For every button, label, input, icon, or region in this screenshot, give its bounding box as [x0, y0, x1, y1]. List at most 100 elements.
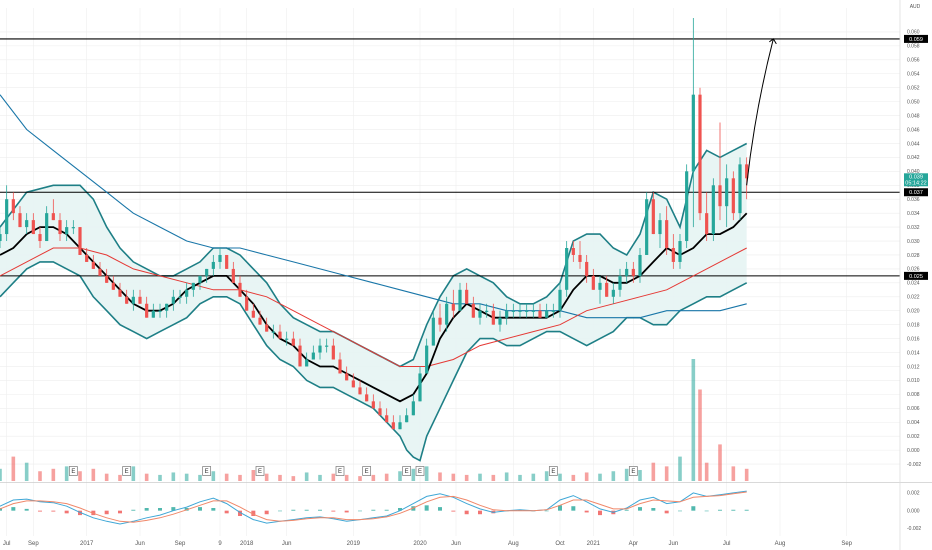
candle-body[interactable]	[118, 289, 122, 297]
candle-body[interactable]	[145, 303, 149, 318]
candle-body[interactable]	[271, 331, 275, 333]
candle-body[interactable]	[465, 289, 469, 304]
candle-body[interactable]	[511, 310, 515, 312]
candle-body[interactable]	[405, 415, 409, 423]
candle-body[interactable]	[111, 282, 115, 290]
candle-body[interactable]	[651, 199, 655, 235]
candle-body[interactable]	[745, 164, 749, 179]
candle-body[interactable]	[78, 227, 82, 255]
candle-body[interactable]	[258, 317, 262, 325]
candle-body[interactable]	[425, 345, 429, 374]
candle-body[interactable]	[365, 394, 369, 402]
candle-body[interactable]	[498, 317, 502, 325]
candle-body[interactable]	[325, 345, 329, 347]
candle-body[interactable]	[505, 310, 509, 318]
candle-body[interactable]	[491, 310, 495, 325]
candle-body[interactable]	[165, 303, 169, 311]
candle-body[interactable]	[138, 296, 142, 304]
candle-body[interactable]	[151, 310, 155, 318]
candle-body[interactable]	[705, 213, 709, 235]
earnings-marker-box[interactable]	[68, 466, 78, 476]
candle-body[interactable]	[418, 373, 422, 402]
candle-body[interactable]	[171, 296, 175, 304]
candle-body[interactable]	[158, 310, 162, 312]
candle-body[interactable]	[631, 268, 635, 276]
candle-body[interactable]	[438, 317, 442, 325]
candle-body[interactable]	[591, 275, 595, 290]
candle-body[interactable]	[345, 373, 349, 381]
candle-body[interactable]	[538, 310, 542, 318]
candle-body[interactable]	[291, 338, 295, 346]
candle-body[interactable]	[598, 282, 602, 290]
candle-body[interactable]	[331, 345, 335, 360]
candle-body[interactable]	[45, 213, 49, 242]
earnings-marker-box[interactable]	[548, 466, 558, 476]
candle-body[interactable]	[71, 227, 75, 229]
candle-body[interactable]	[691, 94, 695, 172]
candle-body[interactable]	[685, 171, 689, 242]
candle-body[interactable]	[58, 220, 62, 235]
candle-body[interactable]	[65, 227, 69, 235]
candle-body[interactable]	[371, 401, 375, 409]
candle-body[interactable]	[198, 275, 202, 283]
candle-body[interactable]	[311, 352, 315, 360]
candle-body[interactable]	[671, 248, 675, 262]
candle-body[interactable]	[31, 220, 35, 235]
candle-body[interactable]	[738, 164, 742, 214]
candle-body[interactable]	[558, 289, 562, 311]
candle-body[interactable]	[125, 296, 129, 304]
candle-body[interactable]	[571, 248, 575, 255]
candle-body[interactable]	[391, 422, 395, 430]
candle-body[interactable]	[91, 261, 95, 269]
candle-body[interactable]	[245, 296, 249, 311]
candle-body[interactable]	[265, 324, 269, 332]
candle-body[interactable]	[718, 185, 722, 207]
earnings-marker-box[interactable]	[122, 466, 132, 476]
candle-body[interactable]	[298, 345, 302, 367]
candle-body[interactable]	[638, 254, 642, 276]
candle-body[interactable]	[205, 268, 209, 276]
candle-body[interactable]	[191, 282, 195, 290]
earnings-marker-box[interactable]	[202, 466, 212, 476]
candle-body[interactable]	[211, 261, 215, 269]
candle-body[interactable]	[518, 310, 522, 312]
candle-body[interactable]	[351, 380, 355, 388]
candle-body[interactable]	[525, 310, 529, 312]
candle-body[interactable]	[11, 199, 15, 214]
candle-body[interactable]	[605, 282, 609, 297]
candle-body[interactable]	[25, 220, 29, 228]
candle-body[interactable]	[178, 296, 182, 298]
candle-body[interactable]	[238, 282, 242, 297]
candle-body[interactable]	[225, 254, 229, 269]
candle-body[interactable]	[285, 338, 289, 340]
candle-body[interactable]	[385, 415, 389, 423]
candle-body[interactable]	[131, 296, 135, 304]
candle-body[interactable]	[0, 234, 2, 242]
candle-body[interactable]	[338, 359, 342, 374]
candle-body[interactable]	[711, 185, 715, 235]
projection-arrow-line[interactable]	[746, 38, 774, 186]
candle-body[interactable]	[551, 310, 555, 312]
candle-body[interactable]	[98, 268, 102, 276]
earnings-marker-box[interactable]	[335, 466, 345, 476]
earnings-marker-box[interactable]	[362, 466, 372, 476]
candle-body[interactable]	[105, 275, 109, 283]
earnings-marker-box[interactable]	[255, 466, 265, 476]
candle-body[interactable]	[358, 387, 362, 395]
candle-body[interactable]	[278, 331, 282, 339]
candle-body[interactable]	[611, 289, 615, 297]
candle-body[interactable]	[231, 268, 235, 283]
candle-body[interactable]	[458, 289, 462, 311]
candle-body[interactable]	[565, 248, 569, 290]
candle-body[interactable]	[618, 275, 622, 290]
earnings-marker-box[interactable]	[415, 466, 425, 476]
candle-body[interactable]	[398, 422, 402, 430]
candle-body[interactable]	[545, 310, 549, 318]
candle-body[interactable]	[51, 213, 55, 221]
candle-body[interactable]	[445, 303, 449, 325]
candle-body[interactable]	[658, 220, 662, 235]
candle-body[interactable]	[678, 241, 682, 262]
candle-body[interactable]	[38, 234, 42, 242]
candle-body[interactable]	[318, 345, 322, 353]
